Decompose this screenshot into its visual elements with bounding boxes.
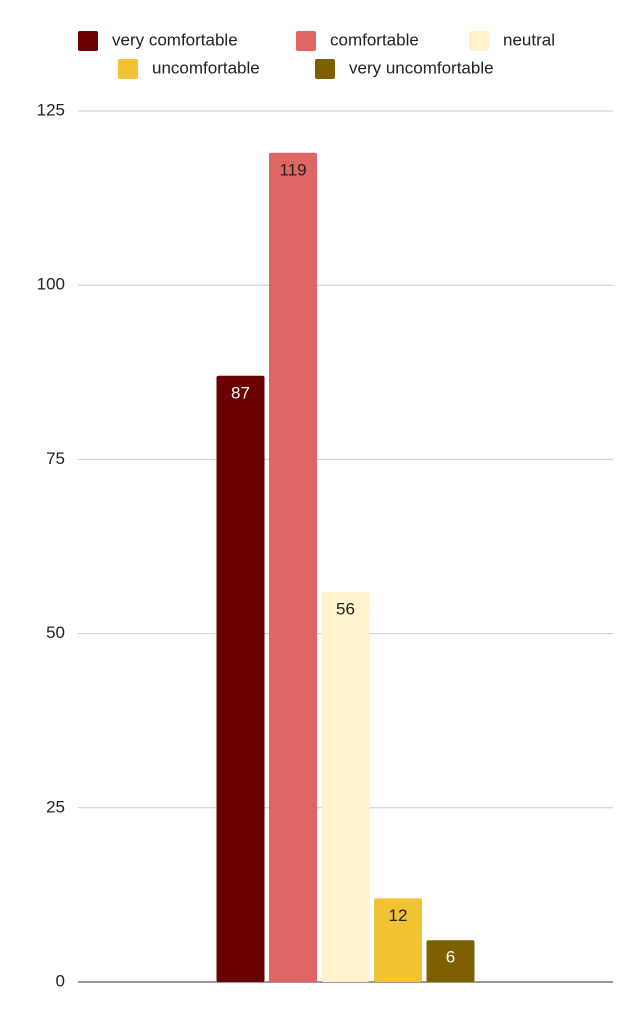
y-tick-label: 100 (37, 275, 65, 294)
y-tick-label: 75 (46, 449, 65, 468)
bar (321, 591, 370, 982)
bar (374, 898, 422, 982)
legend-swatch (118, 59, 138, 79)
y-tick-label: 25 (46, 797, 65, 816)
data-label: 6 (446, 948, 455, 967)
y-tick-label: 0 (56, 971, 65, 990)
data-label: 119 (279, 160, 306, 179)
y-tick-label: 50 (46, 623, 65, 642)
bar (216, 375, 265, 982)
data-label: 87 (231, 383, 250, 402)
legend-label: comfortable (330, 30, 419, 49)
legend-swatch (296, 31, 316, 51)
bar (426, 940, 475, 982)
legend-swatch (315, 59, 335, 79)
legend-label: neutral (503, 30, 555, 49)
legend-swatch (78, 31, 98, 51)
legend-label: very comfortable (112, 30, 238, 49)
bar (269, 152, 317, 983)
legend-label: uncomfortable (152, 58, 260, 77)
y-tick-label: 125 (37, 100, 65, 119)
legend-label: very uncomfortable (349, 58, 494, 77)
data-label: 12 (389, 906, 408, 925)
legend-swatch (469, 31, 489, 51)
data-label: 56 (336, 599, 355, 618)
